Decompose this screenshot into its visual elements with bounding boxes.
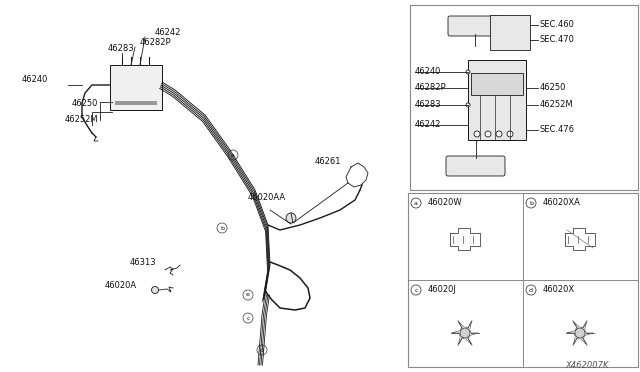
Text: 46313: 46313 <box>130 258 157 267</box>
Circle shape <box>411 285 421 295</box>
Text: 46261: 46261 <box>315 157 342 166</box>
Circle shape <box>575 328 585 338</box>
Text: a: a <box>414 201 418 205</box>
Circle shape <box>286 213 296 223</box>
Circle shape <box>485 131 491 137</box>
FancyBboxPatch shape <box>446 156 505 176</box>
Text: 46020AA: 46020AA <box>248 193 286 202</box>
Text: X462007K: X462007K <box>565 361 609 370</box>
Text: e: e <box>246 292 250 298</box>
Text: SEC.460: SEC.460 <box>540 20 575 29</box>
Text: 46250: 46250 <box>72 99 99 108</box>
Text: 46020J: 46020J <box>428 285 457 294</box>
Circle shape <box>217 223 227 233</box>
Text: d: d <box>529 288 533 292</box>
Text: 46282P: 46282P <box>415 83 447 92</box>
Bar <box>115 101 157 105</box>
Text: 46020XA: 46020XA <box>543 198 581 207</box>
Text: b: b <box>220 225 224 231</box>
Circle shape <box>152 286 159 294</box>
Text: 46240: 46240 <box>415 67 442 76</box>
Circle shape <box>460 328 470 338</box>
Text: 46242: 46242 <box>155 28 181 37</box>
Text: SEC.476: SEC.476 <box>540 125 575 134</box>
Circle shape <box>257 345 267 355</box>
Text: d: d <box>260 347 264 353</box>
Bar <box>468 60 526 140</box>
Circle shape <box>507 131 513 137</box>
Text: 46282P: 46282P <box>140 38 172 47</box>
Text: SEC.470: SEC.470 <box>540 35 575 44</box>
Circle shape <box>526 285 536 295</box>
Text: b: b <box>529 201 533 205</box>
Text: 46283: 46283 <box>108 44 134 53</box>
Text: 46283: 46283 <box>415 100 442 109</box>
Text: a: a <box>231 153 235 157</box>
Circle shape <box>466 103 470 107</box>
Circle shape <box>466 70 470 74</box>
Text: c: c <box>414 288 418 292</box>
Bar <box>471 73 523 95</box>
Circle shape <box>243 290 253 300</box>
Circle shape <box>243 313 253 323</box>
FancyBboxPatch shape <box>448 16 502 36</box>
Circle shape <box>411 198 421 208</box>
Circle shape <box>228 150 238 160</box>
Text: 46252M: 46252M <box>540 100 573 109</box>
Text: 46240: 46240 <box>22 75 49 84</box>
Circle shape <box>496 131 502 137</box>
Text: c: c <box>246 315 250 321</box>
Text: 46250: 46250 <box>540 83 566 92</box>
Bar <box>410 5 638 190</box>
Text: 46252M: 46252M <box>65 115 99 124</box>
Circle shape <box>474 131 480 137</box>
Bar <box>408 193 638 367</box>
Text: 46020W: 46020W <box>428 198 463 207</box>
Text: 46020A: 46020A <box>105 281 137 290</box>
Bar <box>490 15 530 50</box>
Text: 46020X: 46020X <box>543 285 575 294</box>
Circle shape <box>526 198 536 208</box>
Text: 46242: 46242 <box>415 120 442 129</box>
Bar <box>110 65 162 110</box>
